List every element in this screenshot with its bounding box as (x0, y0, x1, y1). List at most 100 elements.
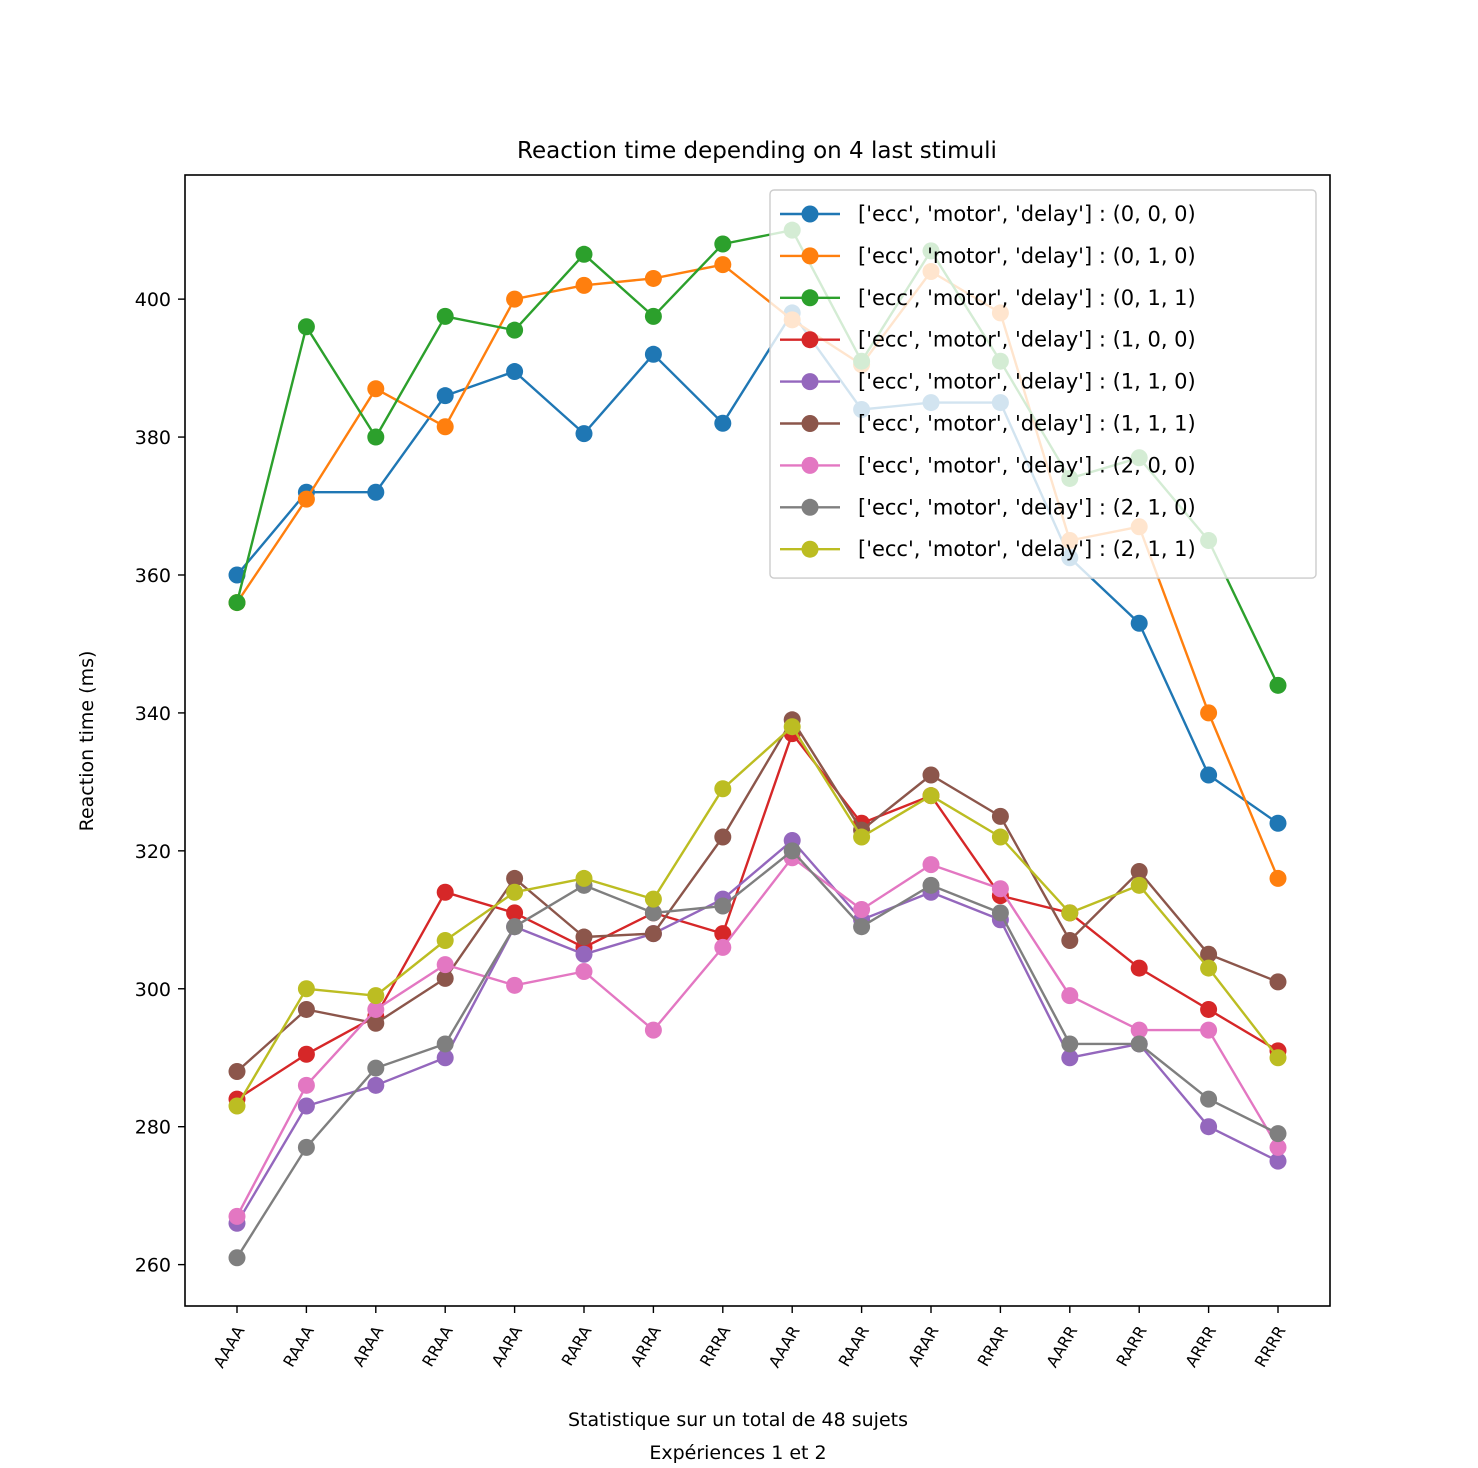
data-point (506, 290, 524, 308)
data-point (575, 928, 593, 946)
legend: ['ecc', 'motor', 'delay'] : (0, 0, 0) ['e… (769, 189, 1317, 579)
data-point (1130, 863, 1148, 881)
series-line (236, 732, 1279, 1101)
data-point (506, 904, 524, 922)
data-point (1130, 959, 1148, 977)
data-point (783, 718, 801, 736)
data-point (1269, 1049, 1287, 1067)
data-point (1061, 904, 1079, 922)
data-point (297, 1138, 315, 1156)
data-point (644, 307, 662, 325)
legend-marker (801, 289, 819, 307)
data-point (297, 318, 315, 336)
data-point (714, 256, 732, 274)
x-tick-label: RRAA (418, 1322, 456, 1370)
legend-label: ['ecc', 'motor', 'delay'] : (0, 1, 0) (858, 244, 1196, 268)
data-point (228, 566, 246, 584)
plot-frame (184, 174, 1331, 1307)
x-tick-label: RARR (1112, 1323, 1150, 1370)
data-point (644, 890, 662, 908)
data-point (506, 321, 524, 339)
data-point (1200, 766, 1218, 784)
data-point (506, 918, 524, 936)
y-tick-label: 400 (135, 289, 171, 311)
y-tick-label: 280 (135, 1117, 171, 1139)
x-tick-label: RRAR (974, 1323, 1012, 1370)
series-9 (228, 718, 1287, 1115)
data-point (1130, 614, 1148, 632)
data-point (1130, 1035, 1148, 1053)
data-point (367, 1014, 385, 1032)
legend-marker (801, 498, 819, 516)
plot-area (228, 221, 1287, 1267)
data-point (367, 380, 385, 398)
legend-entry-5: ['ecc', 'motor', 'delay'] : (1, 1, 0) (780, 370, 1196, 394)
data-point (506, 869, 524, 887)
x-axis-label-line-1: Statistique sur un total de 48 sujets (568, 1409, 908, 1431)
data-point (436, 1035, 454, 1053)
series-line (236, 718, 1279, 1073)
data-point (367, 483, 385, 501)
x-tick-label: RARA (558, 1322, 596, 1369)
x-tick-label: ARAA (349, 1322, 387, 1369)
series-line (235, 839, 1279, 1224)
data-point (297, 1076, 315, 1094)
data-point (228, 1249, 246, 1267)
series-4 (228, 725, 1287, 1108)
series-8 (228, 842, 1287, 1267)
data-point (436, 969, 454, 987)
data-point (1200, 945, 1218, 963)
data-point (714, 780, 732, 798)
data-point (922, 787, 940, 805)
x-tick-label: ARRR (1181, 1323, 1220, 1371)
data-point (575, 245, 593, 263)
data-point (1130, 1021, 1148, 1039)
series-line (236, 311, 1279, 825)
data-point (575, 963, 593, 981)
data-point (714, 925, 732, 943)
data-point (228, 1063, 246, 1081)
legend-entry-2: ['ecc', 'motor', 'delay'] : (0, 1, 0) (780, 244, 1196, 268)
data-point (367, 1000, 385, 1018)
legend-marker (801, 415, 819, 432)
legend-entry-7: ['ecc', 'motor', 'delay'] : (2, 0, 0) (780, 453, 1196, 477)
data-point (297, 490, 315, 508)
series-7 (228, 849, 1287, 1225)
x-tick-label: ARAR (904, 1323, 942, 1370)
data-point (644, 904, 662, 922)
series-line (235, 856, 1280, 1217)
x-tick-label: RAAA (279, 1322, 318, 1370)
legend-marker (801, 205, 819, 223)
data-point (1269, 1138, 1287, 1156)
data-point (367, 1059, 385, 1077)
x-tick-label: RAAR (835, 1323, 873, 1371)
data-point (1269, 1125, 1287, 1143)
data-point (853, 918, 871, 936)
y-tick-label: 360 (135, 565, 171, 587)
data-point (1269, 814, 1287, 832)
data-point (922, 876, 940, 894)
legend-entry-6: ['ecc', 'motor', 'delay'] : (1, 1, 1) (780, 412, 1196, 436)
data-point (228, 1097, 246, 1115)
legend-box (769, 189, 1317, 579)
x-tick-label: AARA (488, 1322, 526, 1369)
data-point (436, 387, 454, 405)
data-point (297, 1045, 315, 1063)
data-point (644, 1021, 662, 1039)
legend-marker (801, 373, 819, 391)
data-point (1200, 1021, 1218, 1039)
legend-label: ['ecc', 'motor', 'delay'] : (1, 1, 1) (858, 412, 1196, 436)
y-tick-label: 380 (135, 427, 171, 449)
data-point (297, 980, 315, 998)
series-line (235, 849, 1279, 1259)
data-point (436, 956, 454, 974)
data-point (436, 418, 454, 436)
data-point (367, 428, 385, 446)
legend-entry-4: ['ecc', 'motor', 'delay'] : (1, 0, 0) (780, 328, 1196, 352)
data-point (1269, 973, 1287, 991)
data-point (1200, 1118, 1218, 1136)
legend-marker (801, 540, 819, 558)
data-point (575, 945, 593, 963)
data-point (1269, 676, 1287, 694)
